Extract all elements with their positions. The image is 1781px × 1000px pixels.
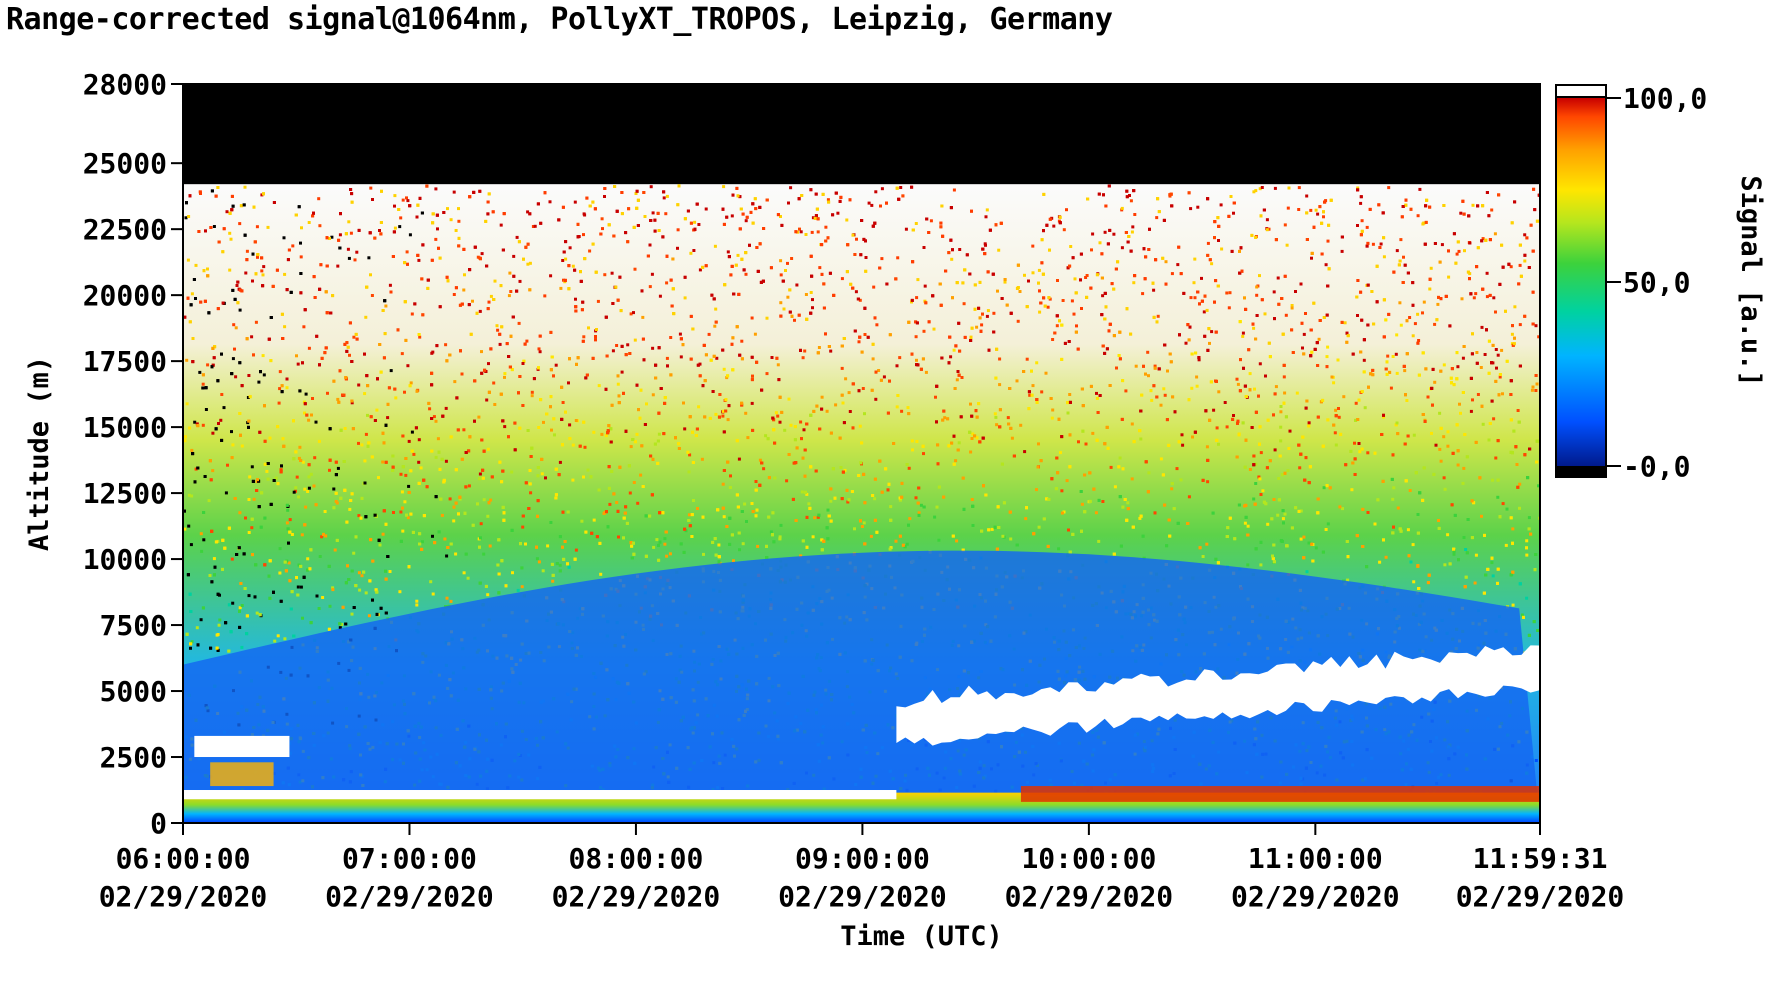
colorbar-tick-label: 100,0 bbox=[1623, 82, 1707, 115]
x-tick-date: 02/29/2020 bbox=[552, 880, 721, 913]
lower-troposphere-signal bbox=[183, 550, 1540, 823]
y-tick-label: 22500 bbox=[83, 213, 167, 246]
x-tick-time: 07:00:00 bbox=[342, 842, 477, 875]
x-tick-time: 06:00:00 bbox=[116, 842, 251, 875]
y-tick-label: 7500 bbox=[100, 609, 167, 642]
x-tick-time: 09:00:00 bbox=[795, 842, 930, 875]
x-tick-time: 10:00:00 bbox=[1021, 842, 1156, 875]
x-tick-time: 11:00:00 bbox=[1248, 842, 1383, 875]
chart-title: Range-corrected signal@1064nm, PollyXT_T… bbox=[6, 2, 1113, 37]
x-tick-date: 02/29/2020 bbox=[1231, 880, 1400, 913]
x-tick-time: 11:59:31 bbox=[1473, 842, 1608, 875]
x-axis: 06:00:00 02/29/2020 07:00:00 02/29/2020 08:0… bbox=[99, 823, 1625, 913]
x-tick-date: 02/29/2020 bbox=[1456, 880, 1625, 913]
colorbar-gradient bbox=[1557, 98, 1605, 466]
strong-boundary-signal bbox=[1020, 786, 1540, 802]
plot-area bbox=[183, 84, 1540, 823]
y-tick-label: 17500 bbox=[83, 345, 167, 378]
y-axis: 0 2500 5000 7500 10000 12500 15000 17500 20000 22… bbox=[83, 68, 183, 840]
y-tick-label: 20000 bbox=[83, 279, 167, 312]
x-tick-date: 02/29/2020 bbox=[778, 880, 947, 913]
early-cloud-base-band bbox=[183, 790, 897, 800]
colorbar-label: Signal [a.u.] bbox=[1735, 175, 1766, 386]
colorbar-over bbox=[1557, 86, 1605, 96]
y-axis-label: Altitude (m) bbox=[24, 356, 55, 551]
x-tick-date: 02/29/2020 bbox=[1005, 880, 1174, 913]
y-tick-label: 25000 bbox=[83, 147, 167, 180]
colorbar-tick-label: 50,0 bbox=[1623, 266, 1690, 299]
y-tick-label: 5000 bbox=[100, 675, 167, 708]
low-cloud-layer bbox=[896, 645, 1540, 746]
y-tick-label: 12500 bbox=[83, 477, 167, 510]
y-tick-label: 2500 bbox=[100, 741, 167, 774]
no-data-region bbox=[183, 84, 1540, 185]
y-tick-label: 0 bbox=[150, 807, 167, 840]
x-axis-label: Time (UTC) bbox=[840, 921, 1003, 952]
x-tick-date: 02/29/2020 bbox=[99, 880, 268, 913]
y-tick-label: 28000 bbox=[83, 68, 167, 101]
early-cloud-patch bbox=[194, 735, 290, 758]
colorbar-tick-label: -0,0 bbox=[1623, 450, 1690, 483]
x-tick-time: 08:00:00 bbox=[569, 842, 704, 875]
y-tick-label: 15000 bbox=[83, 411, 167, 444]
x-tick-date: 02/29/2020 bbox=[325, 880, 494, 913]
early-cloud-patch-core bbox=[210, 762, 274, 787]
colorbar: 100,0 50,0 -0,0 bbox=[1555, 82, 1707, 483]
y-tick-label: 10000 bbox=[83, 543, 167, 576]
